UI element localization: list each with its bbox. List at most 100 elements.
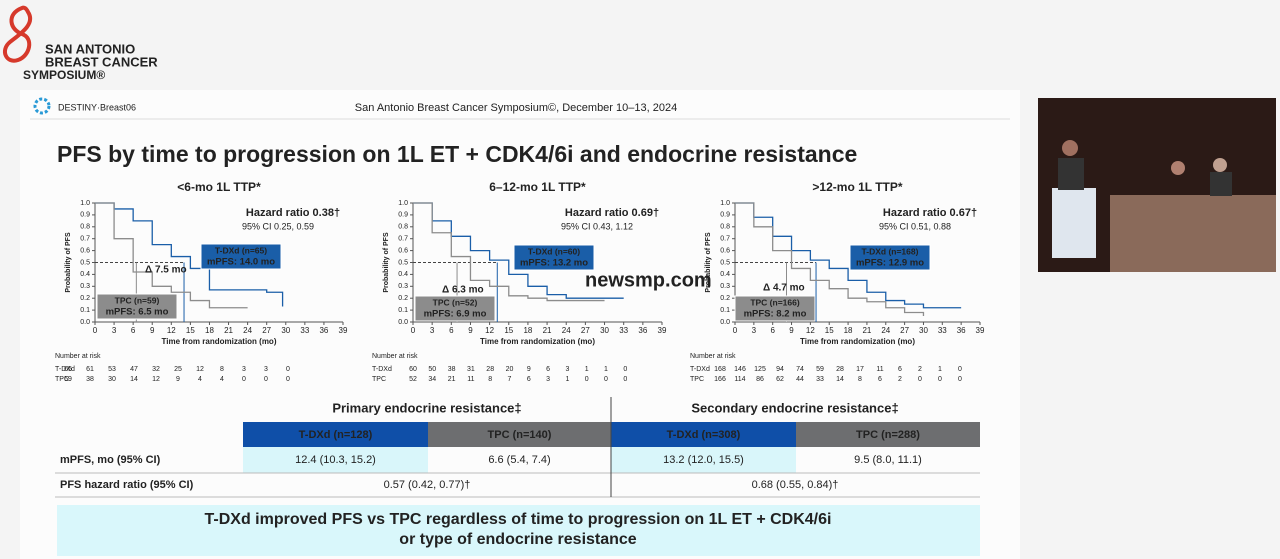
y-tick-label: 0.0 <box>80 319 90 326</box>
y-tick-label: 0.9 <box>398 212 408 219</box>
x-tick-label: 21 <box>224 326 233 335</box>
legend-median: mPFS: 14.0 mo <box>207 257 275 268</box>
legend-median: mPFS: 6.9 mo <box>424 309 487 320</box>
y-tick-label: 0.5 <box>398 259 408 266</box>
y-axis-label: Probability of PFS <box>65 232 72 293</box>
risk-value: 0 <box>958 366 962 373</box>
x-tick-label: 9 <box>789 326 794 335</box>
legend-box <box>849 244 931 271</box>
video-inset <box>1038 98 1276 272</box>
panelist <box>1210 172 1232 196</box>
cell: 6.6 (5.4, 7.4) <box>488 454 550 466</box>
risk-value: 61 <box>86 366 94 373</box>
logo-text: BREAST CANCER <box>45 54 158 69</box>
x-tick-label: 39 <box>976 326 985 335</box>
logo-ribbon <box>2 5 32 63</box>
confidence-interval: 95% CI 0.51, 0.88 <box>879 221 951 231</box>
x-tick-label: 18 <box>523 326 532 335</box>
risk-value: 166 <box>714 376 726 383</box>
x-tick-label: 30 <box>600 326 609 335</box>
risk-value: 9 <box>527 366 531 373</box>
x-tick-label: 27 <box>900 326 909 335</box>
y-tick-label: 0.4 <box>720 271 730 278</box>
risk-value: 33 <box>816 376 824 383</box>
risk-value: 6 <box>527 376 531 383</box>
y-tick-label: 0.4 <box>80 271 90 278</box>
risk-value: 25 <box>174 366 182 373</box>
y-axis-label: Probability of PFS <box>705 232 712 293</box>
column-header-cell <box>428 422 611 447</box>
risk-row-label: T-DXd <box>372 366 392 373</box>
risk-value: 52 <box>409 376 417 383</box>
x-tick-label: 24 <box>243 326 252 335</box>
chart-title: >12-mo 1L TTP* <box>812 180 902 194</box>
risk-value: 4 <box>220 376 224 383</box>
y-tick-label: 0.5 <box>720 259 730 266</box>
y-tick-label: 1.0 <box>720 200 730 207</box>
x-tick-label: 6 <box>131 326 136 335</box>
risk-value: 94 <box>776 366 784 373</box>
legend-name: TPC (n=59) <box>115 295 160 305</box>
risk-row-label: T-DXd <box>55 366 75 373</box>
risk-value: 65 <box>64 366 72 373</box>
risk-value: 3 <box>264 366 268 373</box>
watermark: newsmp.com <box>585 269 712 291</box>
risk-value: 1 <box>585 366 589 373</box>
column-header: TPC (n=288) <box>856 429 920 441</box>
risk-value: 0 <box>604 376 608 383</box>
legend-box <box>414 295 496 322</box>
x-tick-label: 27 <box>581 326 590 335</box>
risk-value: 30 <box>108 376 116 383</box>
risk-value: 17 <box>856 366 864 373</box>
x-tick-label: 15 <box>186 326 195 335</box>
slide-title: PFS by time to progression on 1L ET + CD… <box>57 141 857 167</box>
x-axis-label: Time from randomization (mo) <box>162 337 277 346</box>
conclusion: or type of endocrine resistance <box>399 531 637 548</box>
risk-value: 114 <box>734 376 745 383</box>
y-tick-label: 0.2 <box>80 295 90 302</box>
podium <box>1052 188 1096 258</box>
x-tick-label: 33 <box>619 326 628 335</box>
speaker <box>1062 140 1078 156</box>
risk-value: 8 <box>858 376 862 383</box>
y-tick-label: 0.8 <box>720 224 730 231</box>
risk-value: 4 <box>198 376 202 383</box>
risk-value: 8 <box>488 376 492 383</box>
risk-value: 62 <box>776 376 784 383</box>
y-tick-label: 0.3 <box>398 283 408 290</box>
y-tick-label: 0.9 <box>80 212 90 219</box>
y-tick-label: 0.1 <box>398 307 408 314</box>
delta: Δ 6.3 mo <box>442 285 484 296</box>
x-tick-label: 0 <box>733 326 738 335</box>
panelist <box>1213 158 1227 172</box>
risk-row-label: TPC <box>372 376 386 383</box>
row-label: mPFS, mo (95% CI) <box>60 454 161 466</box>
x-tick-label: 39 <box>658 326 667 335</box>
logo-text: SAN ANTONIO <box>45 41 135 56</box>
y-tick-label: 0.6 <box>80 247 90 254</box>
y-tick-label: 0.7 <box>80 236 90 243</box>
risk-value: 0 <box>242 376 246 383</box>
risk-value: 20 <box>506 366 514 373</box>
risk-value: 14 <box>130 376 138 383</box>
column-header-cell <box>611 422 796 447</box>
risk-value: 9 <box>176 376 180 383</box>
risk-value: 1 <box>565 376 569 383</box>
x-tick-label: 36 <box>957 326 966 335</box>
y-tick-label: 1.0 <box>398 200 408 207</box>
risk-value: 125 <box>754 366 766 373</box>
conclusion: T-DXd improved PFS vs TPC regardless of … <box>205 511 832 528</box>
column-header: TPC (n=140) <box>488 429 552 441</box>
risk-value: 0 <box>286 376 290 383</box>
risk-value: 0 <box>286 366 290 373</box>
risk-value: 32 <box>152 366 160 373</box>
y-tick-label: 0.0 <box>720 319 730 326</box>
risk-value: 59 <box>64 376 72 383</box>
risk-value: 6 <box>878 376 882 383</box>
x-tick-label: 6 <box>770 326 775 335</box>
x-tick-label: 3 <box>112 326 117 335</box>
chart-title: <6-mo 1L TTP* <box>177 180 261 194</box>
risk-value: 146 <box>734 366 746 373</box>
risk-value: 0 <box>958 376 962 383</box>
km-curve <box>95 202 248 309</box>
